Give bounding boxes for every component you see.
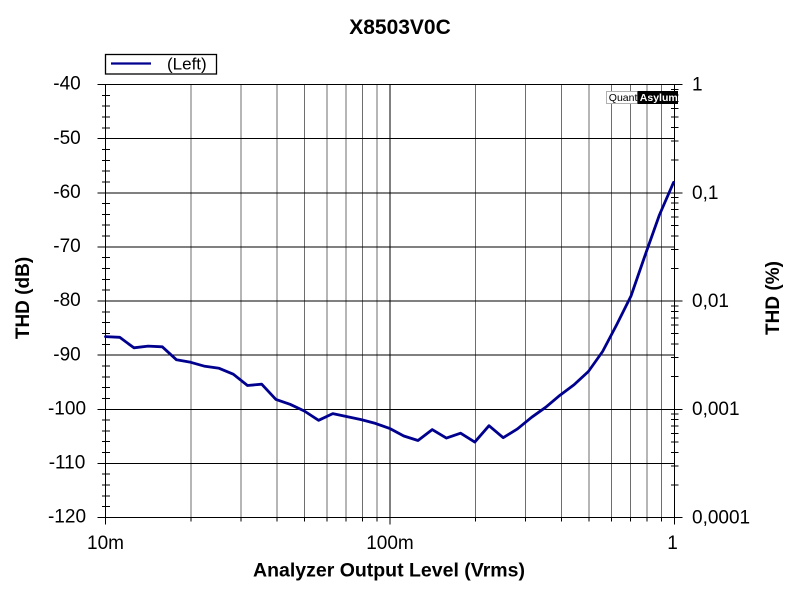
svg-text:THD (dB): THD (dB) <box>13 257 34 339</box>
svg-text:0,01: 0,01 <box>692 291 729 312</box>
svg-text:-50: -50 <box>53 128 80 149</box>
svg-text:X8503V0C: X8503V0C <box>349 16 451 39</box>
svg-text:(Left): (Left) <box>167 55 207 74</box>
svg-text:Analyzer Output Level (Vrms): Analyzer Output Level (Vrms) <box>253 559 525 581</box>
svg-text:Quant: Quant <box>609 92 638 104</box>
svg-text:-80: -80 <box>53 290 80 311</box>
svg-text:-40: -40 <box>53 74 80 95</box>
svg-text:0,1: 0,1 <box>692 183 718 204</box>
svg-text:1: 1 <box>667 533 678 554</box>
svg-text:-70: -70 <box>53 236 80 257</box>
svg-text:100m: 100m <box>366 533 414 554</box>
svg-text:10m: 10m <box>87 533 124 554</box>
svg-text:-100: -100 <box>48 398 86 419</box>
svg-text:-120: -120 <box>48 507 86 528</box>
svg-text:THD (%): THD (%) <box>763 261 784 335</box>
svg-text:1: 1 <box>692 75 703 96</box>
svg-text:Asylum: Asylum <box>640 92 678 104</box>
svg-text:-60: -60 <box>53 182 80 203</box>
svg-text:0,001: 0,001 <box>692 399 740 420</box>
svg-text:-90: -90 <box>53 344 80 365</box>
svg-text:0,0001: 0,0001 <box>692 508 750 529</box>
svg-text:-110: -110 <box>49 453 86 474</box>
